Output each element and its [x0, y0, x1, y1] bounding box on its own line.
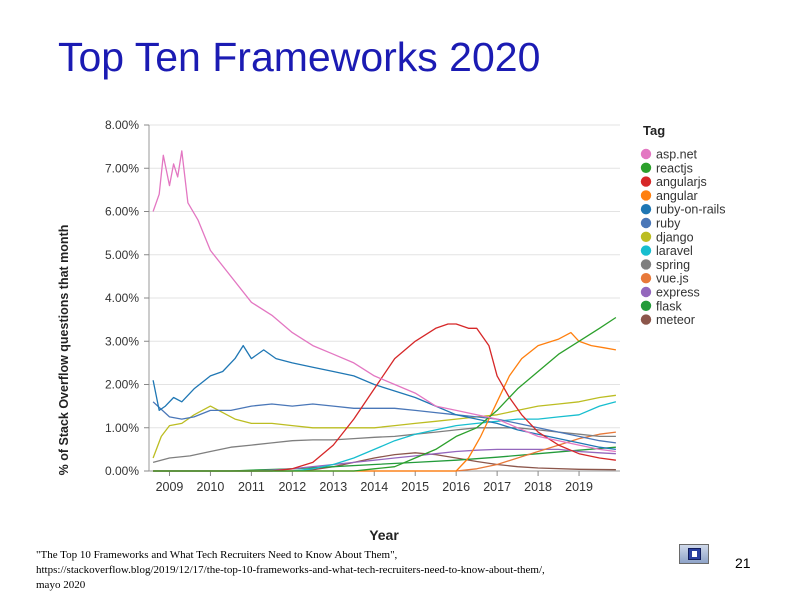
legend-title: Tag — [643, 123, 665, 138]
series-line-express — [153, 448, 616, 472]
caption-line: https://stackoverflow.blog/2019/12/17/th… — [36, 564, 545, 576]
legend-label: vue.js — [656, 272, 689, 286]
legend-label: spring — [656, 258, 690, 272]
series-line-angular — [153, 331, 617, 472]
legend-swatch-flask — [640, 300, 652, 311]
legend-swatch-laravel — [640, 245, 652, 256]
series-line-flask — [153, 446, 616, 472]
legend-swatch-reactjs — [640, 162, 652, 173]
series-line-spring — [152, 427, 616, 464]
x-tick-label: 2017 — [483, 480, 511, 494]
caption-line: "The Top 10 Frameworks and What Tech Rec… — [36, 549, 398, 561]
y-tick-label: 3.00% — [105, 334, 139, 348]
y-tick-label: 1.00% — [105, 421, 139, 435]
legend-swatch-express — [640, 286, 652, 298]
legend-swatch-vue-js — [640, 273, 652, 284]
series-line-angularjs — [153, 323, 616, 472]
y-tick-label: 5.00% — [105, 248, 139, 262]
x-tick-label: 2018 — [524, 480, 552, 494]
line-chart: 0.00% 1.00% 2.00% 3.00% 4.00% 5.00% 6.00% 7.00%… — [57, 118, 725, 543]
legend: asp.netreactjsangularjsangularruby-on-ra… — [640, 148, 725, 327]
x-axis-ticks: 2009 2010 2011 2012 2013 2014 2015 2016 2017 2018… — [156, 471, 593, 494]
y-tick-label: 0.00% — [105, 464, 139, 478]
legend-swatch-angular — [640, 190, 652, 201]
legend-label: django — [656, 230, 694, 244]
y-axis-ticks: 0.00% 1.00% 2.00% 3.00% 4.00% 5.00% 6.00% 7.00%… — [105, 118, 149, 478]
y-tick-label: 8.00% — [105, 118, 139, 132]
slide-title: Top Ten Frameworks 2020 — [58, 34, 541, 80]
legend-label: ruby-on-rails — [656, 203, 725, 217]
legend-label: reactjs — [656, 161, 693, 175]
y-tick-label: 2.00% — [105, 378, 139, 392]
legend-swatch-spring — [640, 259, 652, 270]
x-axis-label: Year — [369, 527, 399, 543]
legend-swatch-django — [640, 231, 652, 242]
page-number: 21 — [735, 555, 751, 571]
series-line-django — [152, 394, 616, 459]
slide-navigation-icon[interactable] — [679, 544, 709, 564]
legend-label: angular — [656, 189, 698, 203]
x-tick-label: 2013 — [319, 480, 347, 494]
legend-swatch-asp-net — [640, 148, 652, 160]
source-caption: "The Top 10 Frameworks and What Tech Rec… — [36, 548, 636, 593]
series-lines — [152, 150, 617, 472]
x-tick-label: 2011 — [238, 480, 265, 494]
x-tick-label: 2014 — [360, 480, 388, 494]
y-tick-label: 7.00% — [105, 161, 139, 175]
legend-label: asp.net — [656, 148, 698, 162]
caption-line: mayo 2020 — [36, 579, 86, 591]
legend-label: laravel — [656, 244, 693, 258]
chart-area: 0.00% 1.00% 2.00% 3.00% 4.00% 5.00% 6.00% 7.00%… — [57, 115, 734, 545]
x-tick-label: 2015 — [401, 480, 429, 494]
gridlines — [148, 124, 620, 472]
nav-icon-glyph — [688, 548, 701, 560]
y-tick-label: 4.00% — [105, 291, 139, 305]
x-tick-label: 2012 — [278, 480, 306, 494]
legend-label: express — [656, 286, 700, 300]
legend-swatch-ruby — [640, 217, 652, 229]
series-line-ruby — [152, 401, 616, 444]
legend-label: meteor — [656, 313, 695, 327]
legend-label: ruby — [656, 217, 681, 231]
legend-label: flask — [656, 299, 682, 313]
legend-label: angularjs — [656, 175, 707, 189]
series-line-reactjs — [153, 316, 617, 472]
x-tick-label: 2010 — [197, 480, 225, 494]
x-tick-label: 2019 — [565, 480, 593, 494]
x-tick-label: 2016 — [442, 480, 470, 494]
series-line-vue-js — [153, 431, 616, 472]
legend-swatch-meteor — [640, 314, 652, 325]
y-axis-label: % of Stack Overflow questions that month — [57, 225, 71, 476]
series-line-ruby-on-rails — [152, 344, 616, 451]
y-tick-label: 6.00% — [105, 205, 139, 219]
x-tick-label: 2009 — [156, 480, 184, 494]
series-line-laravel — [153, 401, 617, 472]
legend-swatch-ruby-on-rails — [640, 204, 652, 215]
legend-swatch-angularjs — [640, 176, 652, 187]
series-line-asp-net — [152, 150, 616, 453]
